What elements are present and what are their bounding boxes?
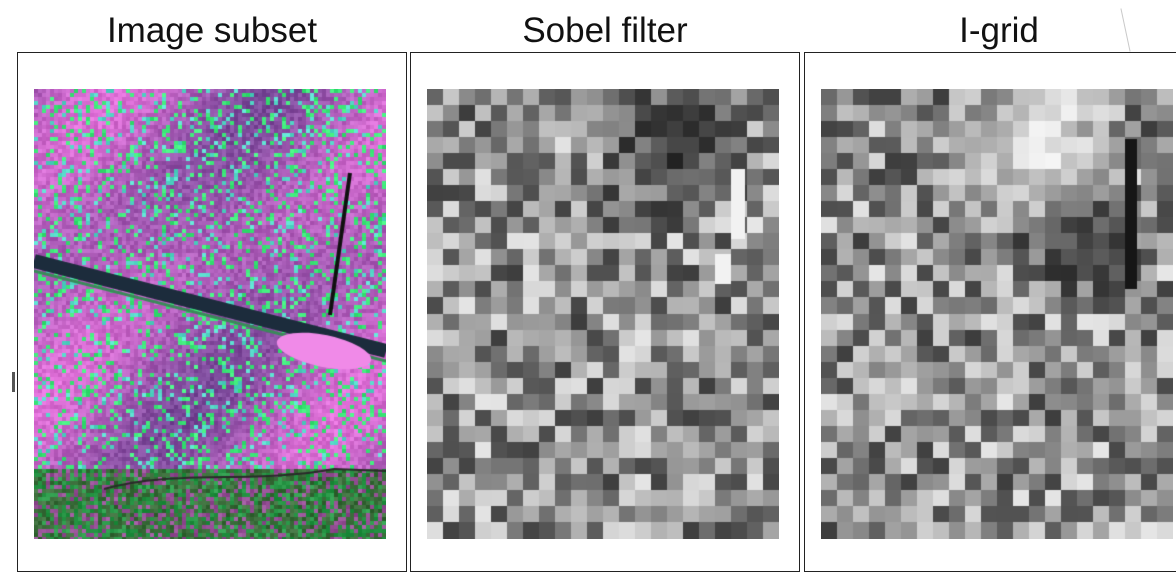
panel-frame-i-grid <box>804 52 1176 572</box>
scan-artifact-mark <box>12 372 15 392</box>
sobel-grid-image <box>427 89 779 539</box>
panel-title-i-grid: I-grid <box>959 11 1039 50</box>
panel-title-image-subset: Image subset <box>106 11 318 50</box>
i-grid-image <box>821 89 1173 539</box>
panel-title-sobel-filter: Sobel filter <box>522 11 688 50</box>
satellite-image-subset <box>34 89 386 539</box>
panel-frame-image-subset <box>17 52 407 572</box>
panel-frame-sobel-filter <box>410 52 800 572</box>
